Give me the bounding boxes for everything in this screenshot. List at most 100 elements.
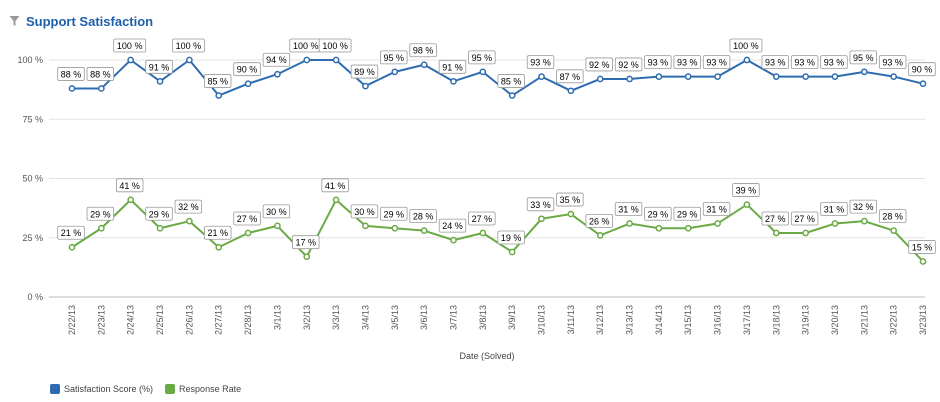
data-point[interactable] (215, 243, 223, 251)
data-point[interactable] (156, 77, 164, 85)
data-label: 31 % (706, 205, 727, 215)
data-point[interactable] (714, 73, 721, 80)
data-point[interactable] (538, 215, 545, 223)
data-label-box (380, 50, 408, 65)
data-point[interactable] (97, 224, 105, 232)
data-point[interactable] (860, 68, 868, 76)
data-label: 93 % (648, 58, 669, 68)
data-point[interactable] (684, 73, 692, 80)
data-label-box (673, 55, 701, 69)
y-tick-label: 75 % (22, 114, 43, 124)
data-point[interactable] (684, 224, 692, 232)
data-point[interactable] (919, 258, 927, 265)
data-point[interactable] (303, 56, 311, 64)
data-label-box (204, 225, 232, 240)
data-label: 94 % (266, 55, 287, 65)
data-point[interactable] (655, 224, 663, 232)
data-point[interactable] (626, 75, 633, 83)
data-point[interactable] (156, 224, 164, 232)
data-point[interactable] (391, 224, 399, 232)
data-label: 87 % (560, 72, 581, 82)
data-point[interactable] (391, 68, 399, 76)
data-point[interactable] (479, 68, 487, 76)
data-point[interactable] (420, 227, 428, 234)
data-label-box (673, 206, 701, 221)
data-label-box (556, 69, 584, 84)
data-label-box (171, 38, 205, 53)
data-point[interactable] (567, 87, 575, 95)
data-point[interactable] (97, 85, 105, 92)
data-label-box (497, 74, 525, 88)
data-point[interactable] (831, 220, 839, 227)
x-tick-label: 2/22/13 (67, 305, 77, 335)
filter-icon[interactable] (9, 15, 20, 27)
data-point[interactable] (890, 227, 898, 234)
data-label-box (115, 178, 144, 193)
data-label-box (761, 211, 789, 226)
data-label-box (438, 218, 467, 233)
data-point[interactable] (743, 56, 751, 64)
data-point[interactable] (186, 217, 193, 225)
data-label: 19 % (501, 233, 522, 243)
data-label: 35 % (560, 195, 581, 205)
data-point[interactable] (215, 92, 223, 99)
data-label: 89 % (354, 67, 375, 77)
data-point[interactable] (714, 220, 721, 227)
data-point[interactable] (831, 73, 839, 80)
data-label: 32 % (853, 202, 874, 212)
data-label-box (145, 59, 173, 74)
data-point[interactable] (890, 73, 898, 80)
data-point[interactable] (860, 217, 868, 225)
data-point[interactable] (655, 73, 663, 80)
data-point[interactable] (772, 229, 780, 237)
data-point[interactable] (508, 92, 516, 99)
data-point[interactable] (68, 85, 76, 92)
data-label: 29 % (149, 209, 170, 219)
data-point[interactable] (127, 56, 135, 64)
x-tick-label: 2/23/13 (96, 305, 106, 335)
data-point[interactable] (362, 222, 369, 230)
data-label: 26 % (589, 216, 610, 226)
data-point[interactable] (802, 229, 809, 237)
data-label-box (321, 178, 349, 193)
legend-item-response-rate[interactable]: Response Rate (165, 384, 241, 394)
data-point[interactable] (303, 253, 311, 261)
data-point[interactable] (567, 210, 575, 218)
x-tick-label: 3/9/13 (507, 305, 517, 330)
data-point[interactable] (772, 73, 780, 80)
data-label: 15 % (912, 242, 933, 252)
data-point[interactable] (68, 243, 76, 251)
data-point[interactable] (362, 82, 369, 90)
data-label-box (644, 55, 672, 69)
data-point[interactable] (596, 232, 604, 239)
data-point[interactable] (626, 220, 633, 227)
data-point[interactable] (538, 73, 545, 80)
data-point[interactable] (420, 61, 428, 69)
data-label-box (820, 55, 848, 69)
data-label: 93 % (824, 58, 845, 68)
data-point[interactable] (450, 236, 457, 244)
data-point[interactable] (596, 75, 604, 83)
data-point[interactable] (244, 229, 252, 237)
data-point[interactable] (743, 201, 751, 208)
data-point[interactable] (332, 56, 340, 64)
data-point[interactable] (244, 80, 252, 88)
data-point[interactable] (508, 248, 516, 256)
data-point[interactable] (127, 196, 135, 204)
data-point[interactable] (274, 222, 281, 230)
y-tick-label: 50 % (22, 174, 43, 184)
data-point[interactable] (332, 196, 340, 204)
data-point[interactable] (274, 70, 281, 78)
data-point[interactable] (450, 77, 457, 85)
chart-legend: Satisfaction Score (%) Response Rate (50, 384, 253, 394)
data-point[interactable] (186, 56, 193, 64)
data-label: 88 % (61, 69, 82, 79)
data-label-box (526, 55, 555, 69)
legend-item-satisfaction[interactable]: Satisfaction Score (%) (50, 384, 153, 394)
data-point[interactable] (919, 80, 927, 88)
data-point[interactable] (802, 73, 809, 80)
x-tick-label: 3/14/13 (654, 305, 664, 335)
data-point[interactable] (479, 229, 487, 237)
data-label: 93 % (882, 58, 903, 68)
